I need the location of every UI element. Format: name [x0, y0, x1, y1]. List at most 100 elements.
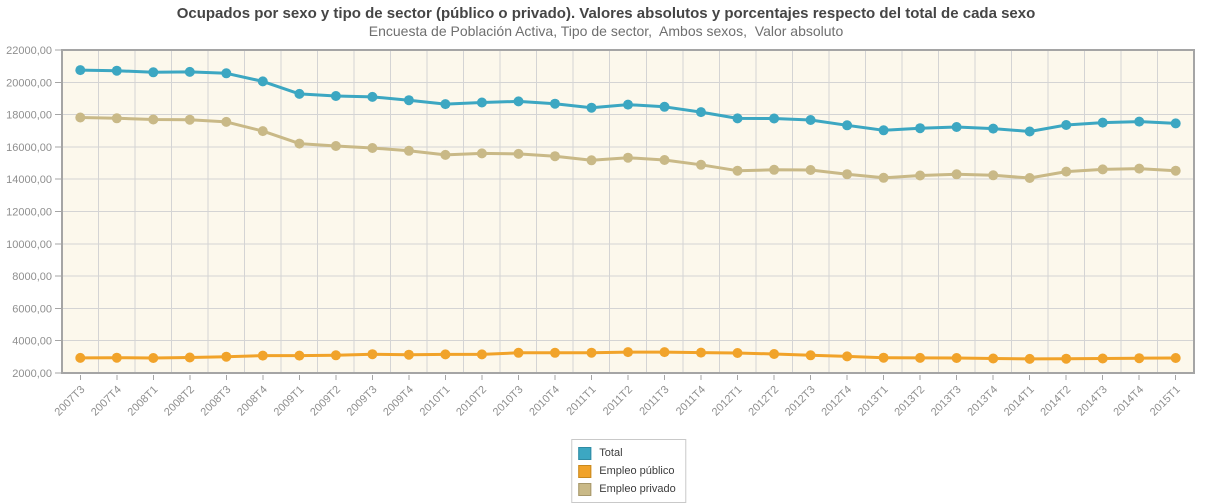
data-point[interactable]	[769, 164, 780, 175]
x-axis-label: 2014T1	[1002, 384, 1037, 419]
data-point[interactable]	[732, 113, 743, 124]
data-point[interactable]	[769, 113, 780, 124]
data-point[interactable]	[988, 353, 999, 364]
data-point[interactable]	[696, 107, 706, 118]
data-point[interactable]	[403, 145, 414, 156]
data-point[interactable]	[294, 350, 305, 361]
data-point[interactable]	[915, 170, 926, 181]
data-point[interactable]	[367, 143, 378, 153]
data-point[interactable]	[696, 347, 706, 358]
data-point[interactable]	[367, 349, 378, 360]
data-point[interactable]	[111, 65, 122, 76]
data-point[interactable]	[184, 66, 195, 77]
data-point[interactable]	[257, 350, 268, 361]
data-point[interactable]	[148, 353, 159, 363]
data-point[interactable]	[1097, 117, 1108, 128]
data-point[interactable]	[440, 99, 451, 110]
data-point[interactable]	[476, 97, 487, 108]
data-point[interactable]	[1170, 353, 1181, 363]
legend-item-empleo-publico[interactable]: Empleo público	[578, 462, 675, 480]
data-point[interactable]	[294, 138, 305, 149]
data-point[interactable]	[75, 65, 86, 76]
data-point[interactable]	[513, 347, 524, 358]
data-point[interactable]	[988, 170, 999, 181]
data-point[interactable]	[805, 350, 816, 361]
data-point[interactable]	[330, 350, 341, 361]
data-point[interactable]	[1170, 165, 1181, 176]
data-point[interactable]	[878, 125, 889, 136]
data-point[interactable]	[184, 114, 195, 125]
data-point[interactable]	[696, 159, 706, 170]
data-point[interactable]	[623, 99, 633, 110]
data-point[interactable]	[330, 141, 341, 151]
data-point[interactable]	[1097, 353, 1108, 364]
data-point[interactable]	[586, 347, 597, 358]
data-point[interactable]	[659, 155, 670, 165]
x-axis-label: 2009T1	[272, 384, 307, 419]
data-point[interactable]	[1024, 173, 1035, 183]
data-point[interactable]	[769, 349, 780, 359]
x-axis-label: 2013T2	[892, 384, 927, 419]
data-point[interactable]	[111, 113, 122, 124]
data-point[interactable]	[1170, 118, 1181, 129]
data-point[interactable]	[440, 149, 451, 160]
data-point[interactable]	[1134, 116, 1145, 127]
data-point[interactable]	[732, 165, 743, 176]
data-point[interactable]	[257, 76, 268, 87]
data-point[interactable]	[550, 98, 560, 109]
data-point[interactable]	[513, 148, 524, 159]
data-point[interactable]	[842, 120, 853, 131]
data-point[interactable]	[476, 349, 487, 360]
data-point[interactable]	[878, 352, 889, 363]
data-point[interactable]	[403, 95, 414, 106]
legend-item-empleo-privado[interactable]: Empleo privado	[578, 480, 676, 498]
data-point[interactable]	[659, 101, 670, 112]
data-point[interactable]	[367, 91, 378, 102]
data-point[interactable]	[550, 347, 560, 358]
data-point[interactable]	[550, 151, 560, 162]
data-point[interactable]	[403, 349, 414, 360]
data-point[interactable]	[659, 347, 670, 358]
data-point[interactable]	[1061, 353, 1072, 364]
data-point[interactable]	[75, 112, 86, 123]
data-point[interactable]	[257, 126, 268, 137]
data-point[interactable]	[915, 123, 926, 134]
data-point[interactable]	[842, 351, 853, 362]
data-point[interactable]	[878, 172, 889, 183]
data-point[interactable]	[1061, 166, 1072, 177]
data-point[interactable]	[988, 123, 999, 134]
data-point[interactable]	[330, 91, 341, 101]
data-point[interactable]	[586, 102, 597, 113]
data-point[interactable]	[1061, 120, 1072, 130]
data-point[interactable]	[805, 165, 816, 175]
data-point[interactable]	[915, 352, 926, 363]
data-point[interactable]	[476, 148, 487, 159]
data-point[interactable]	[221, 116, 232, 127]
data-point[interactable]	[148, 114, 159, 125]
data-point[interactable]	[623, 152, 633, 163]
data-point[interactable]	[111, 352, 122, 363]
data-point[interactable]	[513, 96, 524, 107]
data-point[interactable]	[1134, 353, 1145, 364]
legend-item-total[interactable]: Total	[578, 444, 675, 462]
data-point[interactable]	[842, 169, 853, 180]
data-point[interactable]	[623, 347, 633, 358]
data-point[interactable]	[1097, 164, 1108, 175]
data-point[interactable]	[951, 353, 962, 363]
data-point[interactable]	[1024, 126, 1035, 137]
x-axis-label: 2012T2	[746, 384, 781, 419]
data-point[interactable]	[805, 115, 816, 125]
data-point[interactable]	[440, 349, 451, 360]
data-point[interactable]	[148, 67, 159, 78]
data-point[interactable]	[75, 352, 86, 363]
data-point[interactable]	[221, 351, 232, 362]
data-point[interactable]	[1134, 163, 1145, 174]
data-point[interactable]	[586, 155, 597, 166]
data-point[interactable]	[294, 88, 305, 99]
data-point[interactable]	[1024, 353, 1035, 364]
data-point[interactable]	[951, 122, 962, 132]
data-point[interactable]	[951, 169, 962, 180]
data-point[interactable]	[184, 352, 195, 363]
data-point[interactable]	[221, 68, 232, 79]
data-point[interactable]	[732, 348, 743, 358]
